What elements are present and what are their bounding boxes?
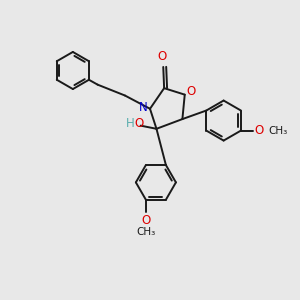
Text: O: O bbox=[186, 85, 195, 98]
Text: O: O bbox=[157, 50, 167, 62]
Text: CH₃: CH₃ bbox=[136, 227, 155, 237]
Text: H: H bbox=[126, 117, 135, 130]
Text: N: N bbox=[139, 101, 148, 114]
Text: O: O bbox=[254, 124, 264, 137]
Text: O: O bbox=[134, 117, 144, 130]
Text: O: O bbox=[141, 214, 151, 227]
Text: CH₃: CH₃ bbox=[268, 126, 287, 136]
